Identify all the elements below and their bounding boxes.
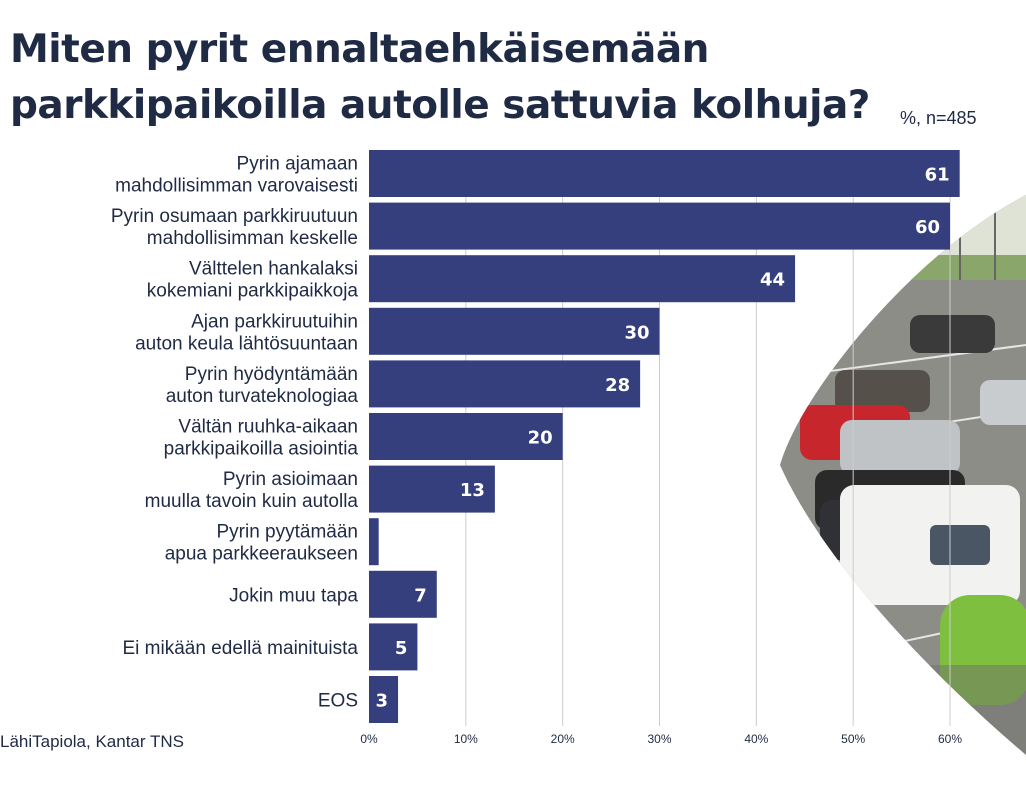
bar-value-label: 30 bbox=[624, 322, 649, 343]
bars bbox=[369, 150, 960, 723]
category-label: Jokin muu tapa bbox=[229, 585, 358, 606]
category-label-line: muulla tavoin kuin autolla bbox=[145, 491, 359, 512]
title-line-2: parkkipaikoilla autolle sattuvia kolhuja… bbox=[10, 83, 870, 128]
category-labels: Pyrin ajamaan mahdollisimman varovaisesti… bbox=[111, 154, 359, 712]
bar-value-label: 7 bbox=[414, 585, 427, 606]
category-label-line: auton keula lähtösuuntaan bbox=[135, 333, 358, 354]
category-label-line: EOS bbox=[318, 691, 358, 712]
category-label: EOS bbox=[318, 691, 358, 712]
bar bbox=[369, 255, 796, 303]
category-label: Pyrin pyytämään apua parkkeeraukseen bbox=[165, 522, 358, 565]
bar-value-label: 60 bbox=[915, 217, 940, 238]
category-label-line: mahdollisimman varovaisesti bbox=[115, 176, 358, 197]
category-label: Ajan parkkiruutuihin auton keula lähtösuu… bbox=[135, 311, 358, 354]
bar-value-label: 20 bbox=[528, 428, 553, 449]
bar-value-label: 44 bbox=[760, 270, 785, 291]
category-label: Välttelen hankalaksi kokemiani parkkipaik… bbox=[147, 259, 359, 302]
x-tick-label: 50% bbox=[841, 732, 865, 746]
chart-subtitle: %, n=485 bbox=[900, 108, 977, 128]
category-label-line: kokemiani parkkipaikkoja bbox=[147, 281, 359, 302]
category-label-line: Vältän ruuhka-aikaan bbox=[178, 417, 358, 438]
bar bbox=[369, 518, 379, 566]
category-label-line: Jokin muu tapa bbox=[229, 585, 358, 606]
x-tick-label: 0% bbox=[360, 732, 378, 746]
bar-value-label: 5 bbox=[395, 638, 408, 659]
category-label-line: Pyrin hyödyntämään bbox=[185, 364, 358, 385]
category-label-line: auton turvateknologiaa bbox=[166, 386, 359, 407]
category-label-line: apua parkkeeraukseen bbox=[165, 544, 358, 565]
x-tick-label: 30% bbox=[647, 732, 671, 746]
bar-value-label: 3 bbox=[376, 691, 389, 712]
category-label-line: Pyrin pyytämään bbox=[216, 522, 358, 543]
bar bbox=[369, 676, 399, 723]
category-label-line: Ei mikään edellä mainituista bbox=[122, 638, 358, 659]
x-tick-label: 60% bbox=[938, 732, 962, 746]
category-label: Pyrin ajamaan mahdollisimman varovaisesti bbox=[115, 154, 358, 197]
category-label-line: Pyrin ajamaan bbox=[237, 154, 358, 175]
category-label-line: parkkipaikoilla asiointia bbox=[164, 439, 359, 460]
category-label: Pyrin asioimaan muulla tavoin kuin autoll… bbox=[145, 469, 359, 512]
bar bbox=[369, 307, 660, 355]
category-label-line: Ajan parkkiruutuihin bbox=[191, 311, 358, 332]
bar bbox=[369, 202, 950, 250]
chart-title: Miten pyrit ennaltaehkäisemään parkkipai… bbox=[10, 22, 870, 134]
bar-value-label: 13 bbox=[460, 480, 485, 501]
bar bbox=[369, 150, 960, 197]
value-labels: 61 60 44 30 28 20 13 1 7 5 3 bbox=[356, 165, 950, 712]
bar-value-label: 61 bbox=[925, 165, 950, 186]
category-label-line: Pyrin asioimaan bbox=[223, 469, 358, 490]
category-label-line: Pyrin osumaan parkkiruutuun bbox=[111, 206, 358, 227]
title-line-1: Miten pyrit ennaltaehkäisemään bbox=[10, 27, 709, 72]
bar-value-label: 1 bbox=[356, 533, 369, 554]
category-label: Ei mikään edellä mainituista bbox=[122, 638, 358, 659]
x-tick-label: 10% bbox=[454, 732, 478, 746]
x-tick-label: 20% bbox=[551, 732, 575, 746]
source-note: LähiTapiola, Kantar TNS bbox=[0, 732, 184, 751]
category-label-line: Välttelen hankalaksi bbox=[189, 259, 358, 280]
category-label-line: mahdollisimman keskelle bbox=[147, 228, 358, 249]
category-label: Vältän ruuhka-aikaan parkkipaikoilla asio… bbox=[164, 417, 359, 460]
x-axis-ticks: 0% 10% 20% 30% 40% 50% 60% bbox=[360, 732, 962, 746]
x-tick-label: 40% bbox=[744, 732, 768, 746]
category-label: Pyrin osumaan parkkiruutuun mahdollisimma… bbox=[111, 206, 358, 249]
bar bbox=[369, 570, 437, 618]
bar-value-label: 28 bbox=[605, 375, 630, 396]
bar bbox=[369, 623, 418, 671]
bar bbox=[369, 465, 495, 513]
bar bbox=[369, 413, 563, 460]
category-label: Pyrin hyödyntämään auton turvateknologiaa bbox=[166, 364, 359, 407]
bar bbox=[369, 360, 641, 408]
